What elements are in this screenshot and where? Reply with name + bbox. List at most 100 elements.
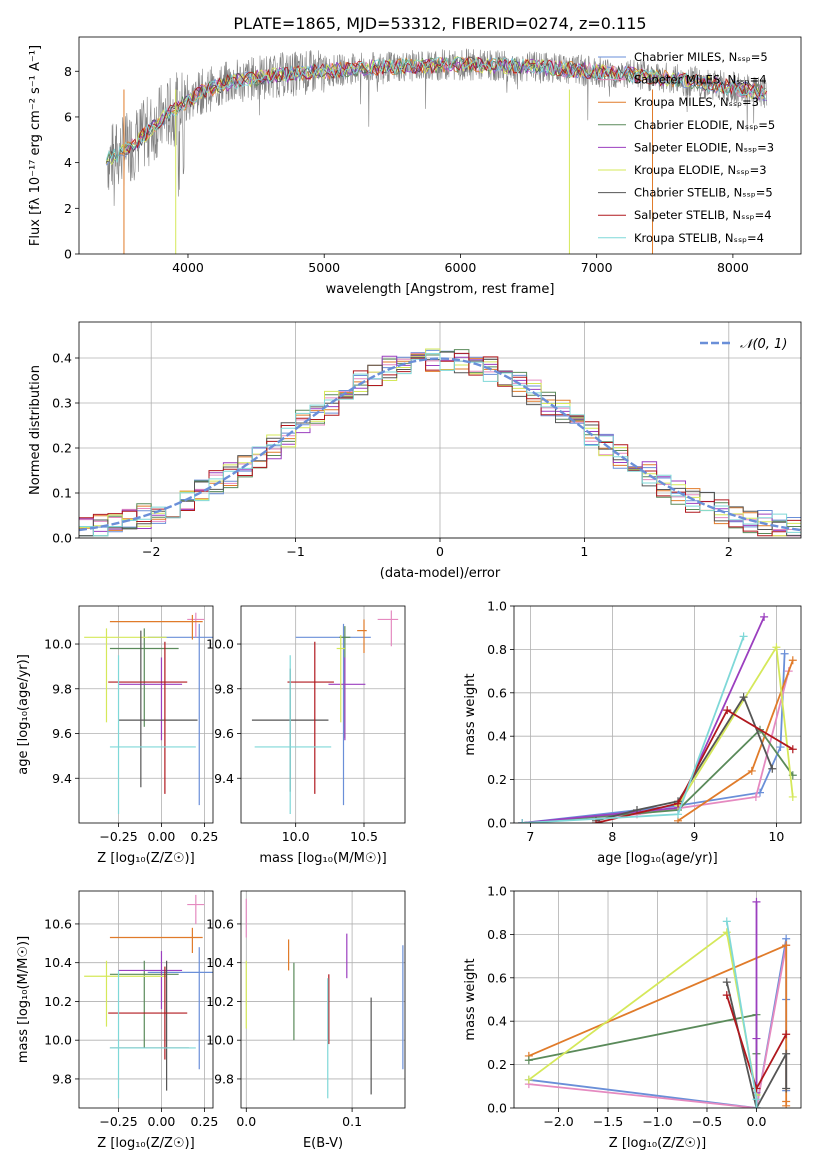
- x-tick-label: 7: [526, 829, 534, 844]
- legend-label-kroupa-stelib: Kroupa STELIB, Nₛₛₚ=4: [634, 231, 764, 245]
- point-kroupa-stelib: [109, 655, 196, 815]
- y-tick-label: 0.0: [487, 1101, 507, 1116]
- y-tick-label: 6: [64, 109, 72, 124]
- series-marker: [524, 1075, 533, 1084]
- series-chabrier-elodie: [518, 725, 797, 823]
- axes-frame: [240, 890, 406, 1109]
- point-kroupa-stelib: [254, 655, 332, 815]
- axes-frame: [78, 36, 802, 255]
- series-salpeter-stelib: [592, 706, 797, 823]
- legend-label-chabrier-elodie: Chabrier ELODIE, Nₛₛₚ=5: [634, 118, 775, 132]
- x-axis-label: Z [log₁₀(Z/Z☉)]: [609, 1136, 706, 1151]
- x-tick-label: 0: [436, 544, 444, 559]
- y-tick-label: 0.8: [487, 927, 507, 942]
- y-tick-label: 9.8: [52, 1071, 72, 1086]
- x-axis-label: mass [log₁₀(M/M☉)]: [259, 851, 386, 866]
- series-marker: [722, 991, 731, 1000]
- series-marker: [739, 632, 748, 641]
- axes-frame: [240, 605, 406, 824]
- plot-area: [245, 898, 404, 1099]
- y-axis-label: mass [log₁₀(M/M☉)]: [16, 936, 31, 1063]
- plot-area: [84, 612, 213, 815]
- series-marker: [788, 656, 797, 665]
- series-marker: [751, 792, 760, 801]
- point-chabrier-elodie: [109, 960, 179, 1048]
- x-tick-label: 10.0: [282, 829, 310, 844]
- y-tick-label: 10.6: [44, 916, 72, 931]
- series-marker: [752, 1095, 761, 1104]
- series-marker: [674, 810, 682, 819]
- x-tick-label: 10: [768, 829, 784, 844]
- x-tick-label: 8: [608, 829, 616, 844]
- plot-area: [84, 894, 213, 1099]
- model-line-kroupa-elodie: [105, 56, 766, 166]
- series-marker: [752, 897, 761, 906]
- ticks: −0.25 0.00 0.25 9.4 9.6 9.8 10.0: [44, 637, 218, 844]
- x-axis-label: Z [log₁₀(Z/Z☉)]: [97, 851, 194, 866]
- series-marker: [752, 1104, 761, 1108]
- point-salpeter-elodie: [118, 951, 183, 1010]
- point-chabrier-miles: [147, 947, 213, 1070]
- y-tick-label: 9.6: [52, 726, 72, 741]
- point-kroupa-elodie: [84, 960, 167, 1027]
- y-tick-label: 0.4: [487, 729, 507, 744]
- x-tick-label: 2: [725, 544, 733, 559]
- series-marker: [592, 819, 600, 823]
- y-tick-label: 10.0: [206, 637, 234, 652]
- ticks: −2.0 −1.5 −1.0 −0.5 0.0 0.0 0.2 0.4 0.6 0.8 1.0: [487, 884, 766, 1130]
- legend-label-normal: 𝒩(0, 1): [740, 337, 787, 352]
- series-marker: [780, 649, 789, 658]
- y-axis-label: age [log₁₀(age/yr)]: [16, 654, 31, 775]
- series-line: [522, 653, 786, 823]
- plot-area: [251, 610, 399, 815]
- x-tick-label: 0.0: [747, 1114, 767, 1129]
- y-tick-label: 0.2: [52, 441, 72, 456]
- y-tick-label: 0.4: [52, 351, 72, 366]
- y-tick-label: 0.0: [52, 531, 72, 546]
- series-line: [522, 670, 790, 823]
- histogram-kroupa-stelib: [79, 353, 801, 537]
- legend: Chabrier MILES, Nₛₛₚ=5 Salpeter MILES, Nₛ…: [598, 50, 775, 245]
- series-kroupa-elodie: [674, 643, 797, 810]
- point-salpeter-stelib: [287, 641, 334, 794]
- series-marker: [776, 743, 785, 752]
- point-salpeter-elodie: [118, 657, 183, 741]
- ticks: −2 −1 0 1 2 0.0 0.1 0.2 0.3 0.4: [52, 351, 733, 560]
- x-axis-label: Z [log₁₀(Z/Z☉)]: [97, 1136, 194, 1151]
- series-kroupa-stelib: [518, 632, 748, 823]
- series-marker: [772, 643, 781, 652]
- series-marker: [752, 1034, 761, 1043]
- series-marker: [782, 1030, 791, 1039]
- x-tick-label: 1: [580, 544, 588, 559]
- x-tick-label: 0.25: [190, 1114, 218, 1129]
- point-salpeter-miles: [187, 894, 205, 924]
- series-marker: [760, 612, 769, 621]
- gridlines: [241, 891, 405, 1108]
- gridlines: [79, 891, 213, 1108]
- y-tick-label: 0: [64, 247, 72, 262]
- point-salpeter-elodie: [328, 657, 366, 741]
- point-salpeter-stelib: [108, 641, 188, 794]
- ticks: 10.0 10.5 9.4 9.6 9.8 10.0: [206, 637, 378, 844]
- plot-area: [524, 897, 791, 1108]
- panel-age-vs-mass: 10.0 10.5 9.4 9.6 9.8 10.0 mass [log₁₀(M/M☉)]: [206, 605, 406, 866]
- x-tick-label: 0.00: [148, 1114, 176, 1129]
- panel-mass-vs-Z: −0.25 0.00 0.25 9.8 10.0 10.2 10.4 10.6 Z [log₁₀…: [16, 890, 218, 1151]
- series-marker: [723, 706, 732, 715]
- panel-age-vs-Z: −0.25 0.00 0.25 9.4 9.6 9.8 10.0 Z [log₁₀(Z/Z☉)…: [16, 605, 218, 866]
- y-axis-label: Flux [fλ 10⁻¹⁷ erg cm⁻² s⁻¹ A⁻¹]: [28, 45, 43, 246]
- legend-label-chabrier-miles: Chabrier MILES, Nₛₛₚ=5: [634, 50, 768, 64]
- point-kroupa-elodie: [336, 635, 345, 723]
- panel-weight-vs-age: 7 8 9 10 0.0 0.2 0.4 0.6 0.8 1.0 age [log₁₀(age/yr…: [463, 599, 802, 866]
- x-tick-label: −0.5: [692, 1114, 722, 1129]
- y-tick-label: 9.8: [52, 681, 72, 696]
- y-tick-label: 0.6: [487, 685, 507, 700]
- normal-curve: [79, 357, 801, 532]
- series-marker: [768, 764, 777, 773]
- point-salpeter-miles: [187, 612, 205, 638]
- point-kroupa-miles: [357, 619, 367, 653]
- point-chabrier-stelib: [118, 630, 198, 788]
- point-chabrier-stelib: [109, 960, 189, 1091]
- series-kroupa-miles: [674, 656, 797, 823]
- x-tick-label: −1: [286, 544, 304, 559]
